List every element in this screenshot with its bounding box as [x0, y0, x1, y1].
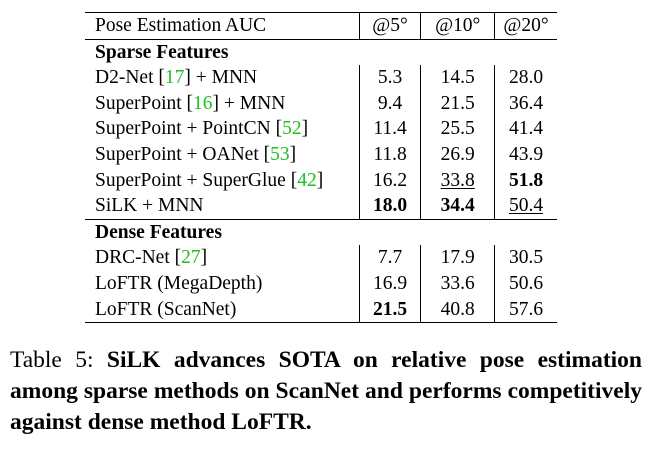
auc-20: 36.4 [494, 90, 557, 117]
method-name: SuperPoint + SuperGlue [42] [95, 169, 324, 191]
auc-5-best: 21.5 [358, 296, 421, 324]
section-title: Dense Features [95, 221, 222, 243]
method-name: SuperPoint + PointCN [52] [95, 118, 309, 140]
auc-10: 33.6 [420, 270, 495, 297]
table-row: SuperPoint [16] + MNN 9.4 21.5 36.4 [85, 90, 557, 117]
auc-10: 40.8 [420, 296, 495, 324]
table-row: SuperPoint + OANet [53] 11.8 26.9 43.9 [85, 141, 557, 168]
citation-link[interactable]: 42 [297, 169, 317, 191]
method-name: SuperPoint [16] + MNN [95, 92, 286, 114]
results-table-container: Pose Estimation AUC @5° @10° @20° Sparse… [85, 12, 557, 324]
auc-20: 28.0 [494, 65, 557, 91]
auc-20: 57.6 [494, 296, 557, 324]
table-row: DRC-Net [27] 7.7 17.9 30.5 [85, 245, 557, 271]
citation-link[interactable]: 27 [181, 247, 201, 269]
auc-20: 41.4 [494, 116, 557, 142]
auc-5: 11.8 [358, 141, 421, 168]
method-name: SiLK + MNN [85, 193, 360, 220]
table-caption: Table 5: SiLK advances SOTA on relative … [10, 345, 642, 438]
auc-20: 30.5 [494, 245, 557, 271]
auc-5: 7.7 [358, 245, 421, 271]
method-name: DRC-Net [27] [95, 247, 208, 269]
header-col-20deg: @20° [494, 12, 557, 40]
auc-10: 17.9 [420, 245, 495, 271]
auc-5: 11.4 [358, 116, 421, 142]
table-row: SuperPoint + SuperGlue [42] 16.2 33.8 51… [85, 167, 557, 194]
auc-5: 16.2 [358, 167, 421, 194]
auc-10: 14.5 [420, 65, 495, 91]
auc-10-second-best: 33.8 [420, 167, 495, 194]
auc-20-best: 51.8 [494, 167, 557, 194]
auc-20: 50.6 [494, 270, 557, 297]
citation-link[interactable]: 16 [193, 92, 213, 114]
table-header-row: Pose Estimation AUC @5° @10° @20° [85, 12, 557, 40]
auc-5: 9.4 [358, 90, 421, 117]
pose-estimation-table: Pose Estimation AUC @5° @10° @20° Sparse… [85, 12, 557, 324]
auc-10: 21.5 [420, 90, 495, 117]
header-col-5deg: @5° [358, 12, 421, 40]
table-row: LoFTR (MegaDepth) 16.9 33.6 50.6 [85, 270, 557, 297]
auc-5: 5.3 [358, 65, 421, 91]
auc-10: 25.5 [420, 116, 495, 142]
method-name: LoFTR (MegaDepth) [95, 272, 263, 294]
citation-link[interactable]: 17 [164, 67, 185, 89]
auc-5: 16.9 [358, 270, 421, 297]
caption-label: Table 5: [10, 347, 107, 373]
citation-link[interactable]: 53 [270, 144, 290, 166]
header-label: Pose Estimation AUC [85, 12, 360, 40]
section-header-sparse: Sparse Features [85, 39, 557, 65]
table-row: SiLK + MNN 18.0 34.4 50.4 [85, 193, 557, 220]
section-header-dense: Dense Features [85, 219, 557, 245]
auc-20-second-best: 50.4 [494, 193, 557, 220]
table-row: SuperPoint + PointCN [52] 11.4 25.5 41.4 [85, 116, 557, 142]
auc-20: 43.9 [494, 141, 557, 168]
method-name: LoFTR (ScanNet) [85, 296, 360, 324]
method-name: SuperPoint + OANet [53] [95, 144, 297, 166]
table-row: LoFTR (ScanNet) 21.5 40.8 57.6 [85, 296, 557, 324]
header-col-10deg: @10° [420, 12, 495, 40]
auc-10-best: 34.4 [420, 193, 495, 220]
auc-10: 26.9 [420, 141, 495, 168]
section-title: Sparse Features [95, 41, 229, 63]
caption-text: SiLK advances SOTA on relative pose esti… [10, 347, 642, 435]
auc-5-best: 18.0 [358, 193, 421, 220]
citation-link[interactable]: 52 [282, 118, 302, 140]
table-row: D2-Net [17] + MNN 5.3 14.5 28.0 [85, 65, 557, 91]
method-name: D2-Net [17] + MNN [95, 67, 258, 89]
